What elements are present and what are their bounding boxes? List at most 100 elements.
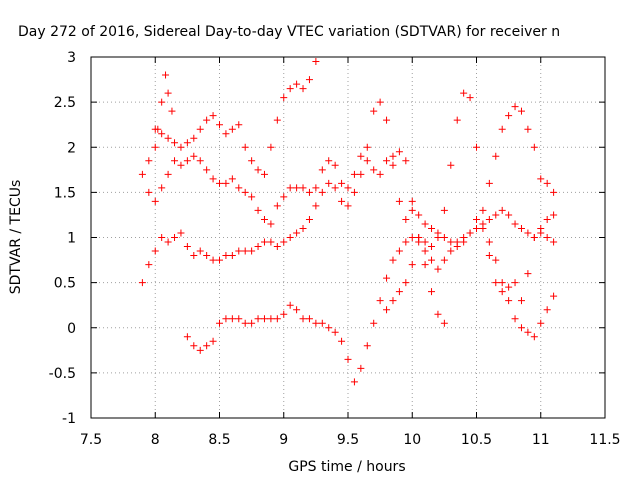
data-point [235, 315, 243, 323]
x-tick-label: 10.5 [461, 432, 492, 448]
data-point [350, 188, 358, 196]
data-point [402, 215, 410, 223]
data-points [138, 58, 558, 386]
data-point [162, 71, 170, 79]
x-tick-label: 8 [151, 432, 160, 448]
data-point [293, 184, 301, 192]
data-point [440, 256, 448, 264]
data-point [235, 247, 243, 255]
data-point [550, 211, 558, 219]
data-point [505, 211, 513, 219]
data-point [537, 224, 545, 232]
data-point [138, 170, 146, 178]
data-point [492, 256, 500, 264]
x-tick-label: 10 [403, 432, 421, 448]
data-point [228, 252, 236, 260]
data-point [383, 157, 391, 165]
data-point [524, 229, 532, 237]
data-point [171, 157, 179, 165]
data-point [537, 319, 545, 327]
data-point [312, 202, 320, 210]
data-point [216, 256, 223, 264]
data-point [158, 98, 166, 106]
data-point [363, 143, 371, 151]
series-sat-e [383, 89, 558, 314]
data-point [395, 247, 403, 255]
data-point [408, 261, 416, 269]
data-point [460, 238, 468, 246]
data-point [293, 306, 301, 314]
data-point [543, 179, 551, 187]
data-point [383, 274, 391, 282]
data-point [222, 315, 230, 323]
data-point [498, 206, 506, 214]
data-point [460, 89, 468, 97]
data-point [498, 125, 506, 133]
data-point [389, 152, 397, 160]
data-point [447, 161, 455, 169]
data-point [383, 116, 391, 124]
data-point [196, 247, 204, 255]
chart-title: Day 272 of 2016, Sidereal Day-to-day VTE… [18, 24, 560, 40]
data-point [325, 157, 333, 165]
data-point [299, 85, 307, 93]
data-point [325, 324, 333, 332]
series-sat-d [183, 215, 558, 386]
data-point [517, 107, 525, 115]
data-point [524, 270, 532, 278]
data-point [370, 166, 378, 174]
data-point [171, 139, 179, 147]
data-point [190, 342, 198, 350]
data-point [183, 243, 191, 251]
data-point [479, 206, 487, 214]
data-point [260, 215, 268, 223]
data-point [151, 197, 159, 205]
data-point [331, 184, 339, 192]
y-tick-labels: -1 -0.5 0 0.5 1 1.5 2 2.5 3 [49, 50, 76, 427]
data-point [325, 179, 333, 187]
data-point [168, 107, 176, 115]
data-point [453, 243, 461, 251]
data-point [254, 315, 262, 323]
data-point [164, 170, 172, 178]
data-point [453, 116, 461, 124]
data-point [190, 134, 198, 142]
x-tick-label: 11.5 [589, 432, 620, 448]
y-tick-label: 3 [67, 50, 76, 66]
data-point [447, 247, 455, 255]
data-point [145, 188, 153, 196]
data-point [389, 161, 397, 169]
data-point [228, 175, 236, 183]
data-point [177, 143, 185, 151]
data-point [421, 220, 429, 228]
data-point [241, 143, 249, 151]
data-point [389, 297, 397, 305]
data-point [305, 315, 313, 323]
data-point [421, 238, 429, 246]
data-point [511, 220, 519, 228]
data-point [331, 328, 339, 336]
axis-ticks [90, 56, 606, 419]
data-point [498, 279, 506, 287]
data-point [338, 337, 346, 345]
data-point [183, 157, 191, 165]
data-point [190, 152, 198, 160]
data-point [203, 166, 211, 174]
data-point [447, 238, 455, 246]
data-point [543, 234, 551, 241]
data-point [145, 261, 153, 269]
x-tick-label: 8.5 [208, 432, 230, 448]
data-point [190, 252, 198, 260]
data-point [395, 148, 403, 156]
series-sat-f [485, 103, 558, 196]
data-point [273, 315, 281, 323]
data-point [286, 184, 294, 192]
data-point [203, 252, 211, 260]
data-point [511, 103, 519, 111]
data-point [203, 342, 211, 350]
data-point [479, 224, 487, 232]
data-point [550, 238, 558, 246]
data-point [344, 355, 352, 363]
data-point [267, 315, 275, 323]
